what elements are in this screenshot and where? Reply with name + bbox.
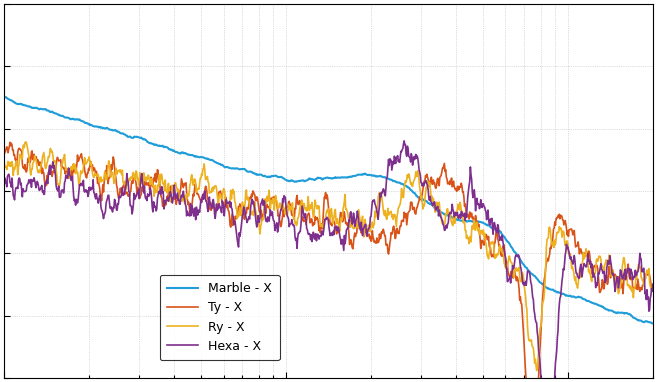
Hexa - X [518,277,526,282]
Line: Marble - X: Marble - X [4,97,653,324]
Ry - X [286,206,294,210]
Ry - X [518,270,526,275]
Hexa - X [649,282,657,286]
Ty - X [518,311,526,316]
Ry - X [67,164,75,169]
Hexa - X [263,217,271,222]
Ry - X [263,194,271,199]
Hexa - X [446,210,454,215]
Marble - X [649,321,657,326]
Marble - X [518,260,526,264]
Line: Ry - X: Ry - X [4,142,653,371]
Hexa - X [66,174,74,178]
Ry - X [446,213,454,218]
Marble - X [506,242,514,247]
Marble - X [263,174,271,179]
Ry - X [22,140,30,144]
Ty - X [263,202,271,207]
Ty - X [649,289,657,293]
Marble - X [66,117,74,121]
Hexa - X [507,281,514,285]
Ry - X [507,259,514,264]
Ty - X [0,152,8,157]
Hexa - X [400,139,408,143]
Hexa - X [0,178,8,182]
Legend: Marble - X, Ty - X, Ry - X, Hexa - X: Marble - X, Ty - X, Ry - X, Hexa - X [160,275,280,360]
Marble - X [445,213,453,218]
Line: Hexa - X: Hexa - X [4,141,653,382]
Ry - X [533,368,541,373]
Hexa - X [286,222,294,227]
Ry - X [0,158,8,163]
Marble - X [0,94,8,99]
Line: Ty - X: Ty - X [4,142,653,382]
Ry - X [649,283,657,287]
Ty - X [6,140,14,144]
Ty - X [446,178,454,183]
Ty - X [286,202,294,207]
Ty - X [507,271,514,275]
Marble - X [286,179,294,183]
Ty - X [67,168,75,172]
